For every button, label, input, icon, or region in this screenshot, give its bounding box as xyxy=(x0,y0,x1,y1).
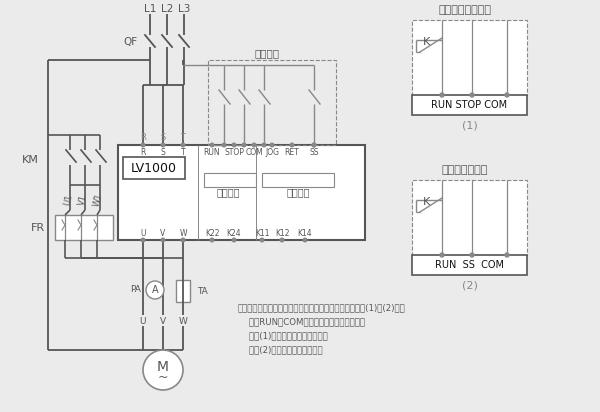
Text: A: A xyxy=(152,285,158,295)
Text: R: R xyxy=(140,147,146,157)
Circle shape xyxy=(146,281,164,299)
Text: S: S xyxy=(160,133,166,141)
Circle shape xyxy=(232,238,236,242)
Text: R: R xyxy=(140,133,146,141)
Text: U: U xyxy=(140,318,146,326)
Text: STOP: STOP xyxy=(224,147,244,157)
Circle shape xyxy=(260,238,264,242)
Text: K24: K24 xyxy=(227,229,241,237)
Circle shape xyxy=(210,143,214,147)
Text: RET: RET xyxy=(284,147,299,157)
Bar xyxy=(412,255,527,275)
Bar xyxy=(262,173,334,187)
Circle shape xyxy=(290,143,294,147)
Circle shape xyxy=(440,253,444,257)
Text: 二线控制自由停车: 二线控制自由停车 xyxy=(439,5,491,15)
Bar xyxy=(123,157,185,179)
Text: V1: V1 xyxy=(77,194,89,206)
Circle shape xyxy=(232,143,236,147)
Circle shape xyxy=(303,238,307,242)
Text: 按图(1)接线，停车为自由停车。: 按图(1)接线，停车为自由停车。 xyxy=(238,332,328,340)
Text: ~: ~ xyxy=(158,370,168,384)
Text: RUN: RUN xyxy=(203,147,220,157)
Circle shape xyxy=(242,143,246,147)
Text: K22: K22 xyxy=(205,229,219,237)
Text: RUN  SS  COM: RUN SS COM xyxy=(435,260,504,270)
Text: T: T xyxy=(181,133,185,141)
Text: 旁路控制: 旁路控制 xyxy=(216,187,240,197)
Text: 利用RUN和COM的闭合和断开来控制起停。: 利用RUN和COM的闭合和断开来控制起停。 xyxy=(238,318,365,326)
Bar xyxy=(412,20,527,95)
Circle shape xyxy=(161,143,165,147)
Circle shape xyxy=(181,238,185,242)
Circle shape xyxy=(280,238,284,242)
Text: K14: K14 xyxy=(298,229,313,237)
Circle shape xyxy=(270,143,274,147)
Bar xyxy=(204,173,256,187)
Circle shape xyxy=(470,93,474,97)
Bar xyxy=(176,280,190,302)
Text: L1: L1 xyxy=(144,4,156,14)
Circle shape xyxy=(222,143,226,147)
Text: K: K xyxy=(422,197,430,207)
Text: 二线控制软停车: 二线控制软停车 xyxy=(442,165,488,175)
Text: W: W xyxy=(179,318,187,326)
Text: V: V xyxy=(160,229,166,237)
Text: 按图(2)接线，停车为软停车。: 按图(2)接线，停车为软停车。 xyxy=(238,346,323,354)
Text: V: V xyxy=(160,318,166,326)
Bar xyxy=(412,180,527,255)
Text: FR: FR xyxy=(31,222,45,232)
Text: T: T xyxy=(181,147,185,157)
Text: KM: KM xyxy=(22,155,38,165)
Circle shape xyxy=(312,143,316,147)
Text: M: M xyxy=(157,360,169,374)
Circle shape xyxy=(181,143,185,147)
Circle shape xyxy=(440,93,444,97)
Bar xyxy=(118,145,365,240)
Circle shape xyxy=(505,93,509,97)
Text: (1): (1) xyxy=(461,120,478,130)
Text: W1: W1 xyxy=(92,192,104,208)
Text: LV1000: LV1000 xyxy=(131,162,177,175)
Text: QF: QF xyxy=(123,37,137,47)
Circle shape xyxy=(470,253,474,257)
Circle shape xyxy=(210,238,214,242)
Text: L2: L2 xyxy=(161,4,173,14)
Text: COM: COM xyxy=(245,147,263,157)
Text: 故障输出: 故障输出 xyxy=(286,187,310,197)
Circle shape xyxy=(505,253,509,257)
Circle shape xyxy=(141,238,145,242)
Text: SS: SS xyxy=(309,147,319,157)
Text: K: K xyxy=(422,37,430,47)
Text: RUN STOP COM: RUN STOP COM xyxy=(431,100,508,110)
Text: TA: TA xyxy=(197,286,208,295)
Circle shape xyxy=(262,143,266,147)
Text: W: W xyxy=(179,229,187,237)
Text: K11: K11 xyxy=(255,229,269,237)
Text: PA: PA xyxy=(130,286,141,295)
Bar xyxy=(208,60,336,145)
Text: L3: L3 xyxy=(178,4,190,14)
Circle shape xyxy=(252,143,256,147)
Text: JOG: JOG xyxy=(265,147,279,157)
Text: U: U xyxy=(140,229,146,237)
Bar xyxy=(55,215,113,240)
Text: K12: K12 xyxy=(275,229,289,237)
Circle shape xyxy=(161,238,165,242)
Circle shape xyxy=(141,143,145,147)
Circle shape xyxy=(312,143,316,147)
Text: S: S xyxy=(161,147,166,157)
Text: U1: U1 xyxy=(62,193,74,207)
Bar xyxy=(412,95,527,115)
Text: 三线控制: 三线控制 xyxy=(254,48,280,58)
Text: (2): (2) xyxy=(461,280,478,290)
Text: 注：软起动器的外控起动、停止也可采用二线控制《见图(1)和(2)》，: 注：软起动器的外控起动、停止也可采用二线控制《见图(1)和(2)》， xyxy=(238,304,406,312)
Circle shape xyxy=(143,350,183,390)
